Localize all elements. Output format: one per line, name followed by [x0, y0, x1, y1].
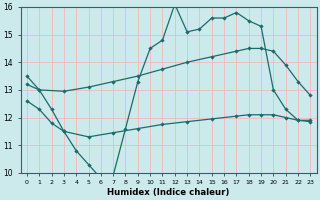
X-axis label: Humidex (Indice chaleur): Humidex (Indice chaleur) — [108, 188, 230, 197]
